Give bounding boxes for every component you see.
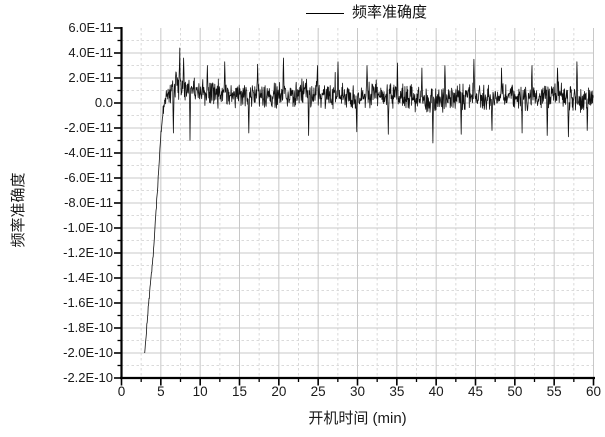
x-tick-label: 50 — [507, 384, 523, 399]
x-tick-label: 15 — [231, 384, 248, 399]
y-tick-label: -1.6E-10 — [63, 295, 113, 310]
x-tick-label: 20 — [271, 384, 287, 399]
y-tick-label: -2.0E-11 — [64, 120, 113, 135]
y-tick-label: 6.0E-11 — [68, 20, 113, 35]
frequency-accuracy-curve — [144, 47, 594, 354]
x-tick-label: 0 — [117, 384, 126, 399]
x-tick-label: 25 — [310, 384, 326, 399]
x-tick-label: 5 — [157, 384, 165, 399]
y-tick-label: -1.2E-10 — [63, 245, 113, 260]
y-tick-label: 0.0 — [94, 95, 113, 110]
x-tick-label: 10 — [192, 384, 208, 399]
y-axis-title: 频率准确度 — [10, 172, 27, 248]
legend: 频率准确度 — [306, 3, 427, 23]
x-tick-label: 35 — [389, 384, 405, 399]
x-tick-label: 45 — [467, 384, 484, 399]
legend-label: 频率准确度 — [352, 4, 428, 21]
y-tick-label: -4.0E-11 — [64, 145, 113, 160]
y-tick-label: -1.4E-10 — [63, 270, 113, 285]
y-tick-label: -2.0E-10 — [63, 345, 113, 360]
x-tick-label: 60 — [585, 384, 602, 399]
x-tick-label: 40 — [428, 384, 444, 399]
y-tick-label: -8.0E-11 — [64, 195, 113, 210]
y-tick-label: 2.0E-11 — [68, 70, 113, 85]
y-tick-label: -1.8E-10 — [63, 320, 113, 335]
y-tick-label: -1.0E-10 — [63, 220, 113, 235]
x-tick-label: 30 — [349, 384, 366, 399]
y-tick-label: -2.2E-10 — [63, 370, 113, 385]
y-tick-label: -6.0E-11 — [64, 170, 113, 185]
x-tick-label: 55 — [546, 384, 562, 399]
y-tick-label: 4.0E-11 — [68, 45, 113, 60]
x-axis-title: 开机时间 (min) — [308, 410, 407, 427]
legend-line-sample — [306, 12, 344, 14]
